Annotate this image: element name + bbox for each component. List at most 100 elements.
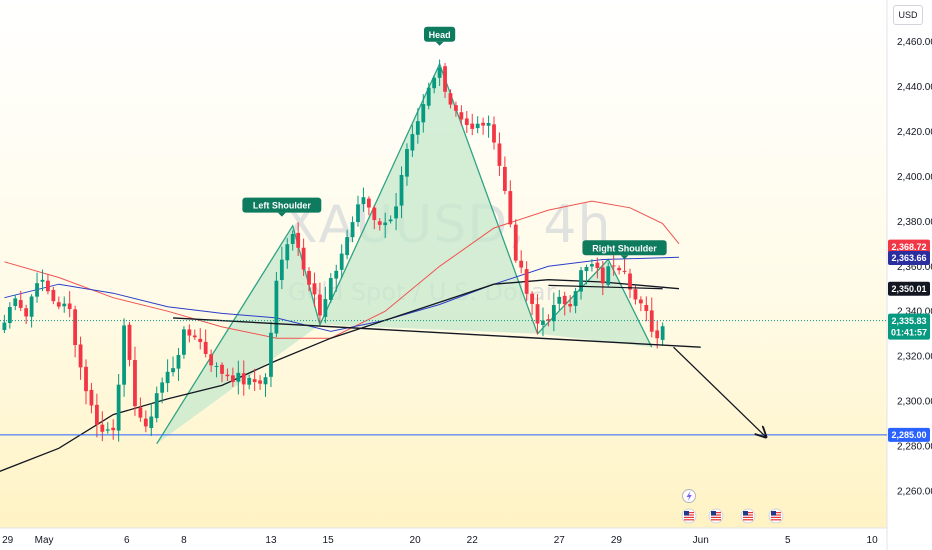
candle[interactable] bbox=[551, 292, 556, 332]
candle[interactable] bbox=[606, 262, 611, 288]
candle[interactable] bbox=[312, 272, 317, 308]
projection-arrow[interactable] bbox=[673, 346, 766, 437]
candle[interactable] bbox=[644, 296, 649, 322]
candle[interactable] bbox=[584, 264, 589, 285]
candle[interactable] bbox=[323, 286, 328, 324]
candle[interactable] bbox=[546, 314, 551, 327]
candle[interactable] bbox=[628, 268, 632, 299]
candle[interactable] bbox=[454, 101, 458, 117]
candle[interactable] bbox=[7, 302, 12, 329]
candle[interactable] bbox=[345, 229, 350, 260]
lightning-icon[interactable] bbox=[682, 489, 696, 503]
candle[interactable] bbox=[448, 89, 453, 109]
us-flag-icon[interactable] bbox=[681, 508, 697, 524]
candle[interactable] bbox=[258, 375, 262, 390]
candle[interactable] bbox=[361, 187, 366, 212]
candle[interactable] bbox=[339, 244, 344, 279]
candle[interactable] bbox=[519, 250, 524, 274]
candle[interactable] bbox=[350, 216, 355, 243]
candle[interactable] bbox=[562, 291, 567, 316]
candle[interactable] bbox=[470, 113, 475, 136]
candle[interactable] bbox=[122, 318, 126, 397]
resistance-line[interactable] bbox=[548, 284, 663, 290]
candle[interactable] bbox=[377, 218, 382, 231]
us-flag-icon[interactable] bbox=[740, 508, 756, 524]
candle[interactable] bbox=[138, 397, 143, 422]
candle[interactable] bbox=[296, 222, 301, 256]
candle[interactable] bbox=[78, 336, 83, 380]
candle[interactable] bbox=[328, 273, 333, 303]
candle[interactable] bbox=[372, 205, 377, 230]
candle[interactable] bbox=[579, 266, 583, 300]
candle[interactable] bbox=[622, 257, 627, 275]
candle[interactable] bbox=[356, 195, 360, 227]
candle[interactable] bbox=[127, 321, 132, 367]
candle[interactable] bbox=[105, 422, 110, 434]
candle[interactable] bbox=[285, 238, 290, 269]
candle[interactable] bbox=[176, 348, 181, 381]
candle[interactable] bbox=[541, 307, 545, 337]
candle[interactable] bbox=[2, 314, 7, 334]
candle[interactable] bbox=[24, 304, 29, 325]
candle[interactable] bbox=[426, 82, 431, 110]
candle[interactable] bbox=[638, 296, 643, 312]
candle[interactable] bbox=[149, 403, 154, 437]
candle[interactable] bbox=[160, 377, 165, 404]
candle[interactable] bbox=[230, 367, 235, 387]
candle[interactable] bbox=[182, 326, 186, 359]
candle[interactable] bbox=[252, 368, 257, 391]
candle[interactable] bbox=[394, 192, 398, 231]
candle[interactable] bbox=[247, 374, 252, 390]
candle[interactable] bbox=[13, 294, 18, 311]
candle[interactable] bbox=[486, 115, 491, 138]
candle[interactable] bbox=[459, 105, 464, 126]
candlesticks[interactable] bbox=[2, 59, 665, 442]
candle[interactable] bbox=[399, 166, 404, 219]
candle[interactable] bbox=[497, 132, 502, 176]
candle[interactable] bbox=[214, 362, 219, 378]
candle[interactable] bbox=[165, 359, 170, 393]
candle[interactable] bbox=[203, 329, 208, 358]
candle[interactable] bbox=[437, 59, 442, 87]
candle[interactable] bbox=[111, 419, 116, 440]
candle[interactable] bbox=[307, 267, 311, 292]
us-flag-icon[interactable] bbox=[768, 508, 784, 524]
candle[interactable] bbox=[633, 285, 638, 305]
candle[interactable] bbox=[611, 253, 616, 276]
candle[interactable] bbox=[40, 269, 45, 292]
candle[interactable] bbox=[366, 196, 371, 216]
candle[interactable] bbox=[263, 373, 268, 397]
candle[interactable] bbox=[56, 296, 61, 310]
candle[interactable] bbox=[334, 264, 339, 292]
candle[interactable] bbox=[530, 291, 534, 316]
candle[interactable] bbox=[573, 287, 578, 314]
economic-events[interactable] bbox=[681, 489, 784, 524]
candle[interactable] bbox=[508, 180, 513, 228]
candle[interactable] bbox=[100, 411, 105, 442]
candle[interactable] bbox=[18, 290, 23, 312]
us-flag-icon[interactable] bbox=[708, 508, 724, 524]
candle[interactable] bbox=[318, 282, 322, 323]
candle[interactable] bbox=[241, 360, 246, 396]
candle[interactable] bbox=[410, 124, 415, 157]
candle[interactable] bbox=[143, 410, 148, 433]
candle[interactable] bbox=[187, 324, 192, 343]
candle[interactable] bbox=[274, 271, 279, 338]
candle[interactable] bbox=[568, 295, 573, 313]
candle[interactable] bbox=[535, 294, 540, 335]
candle[interactable] bbox=[464, 111, 469, 134]
candle[interactable] bbox=[405, 143, 409, 186]
candle[interactable] bbox=[524, 261, 529, 302]
candle[interactable] bbox=[492, 116, 496, 150]
candle[interactable] bbox=[502, 156, 507, 195]
candle[interactable] bbox=[279, 246, 284, 290]
candle[interactable] bbox=[432, 74, 437, 94]
candle[interactable] bbox=[443, 62, 447, 98]
candle[interactable] bbox=[192, 329, 197, 340]
candle[interactable] bbox=[481, 117, 486, 135]
candle[interactable] bbox=[89, 382, 94, 414]
candle[interactable] bbox=[67, 291, 72, 318]
neckline[interactable] bbox=[173, 317, 701, 348]
candle[interactable] bbox=[94, 393, 99, 438]
